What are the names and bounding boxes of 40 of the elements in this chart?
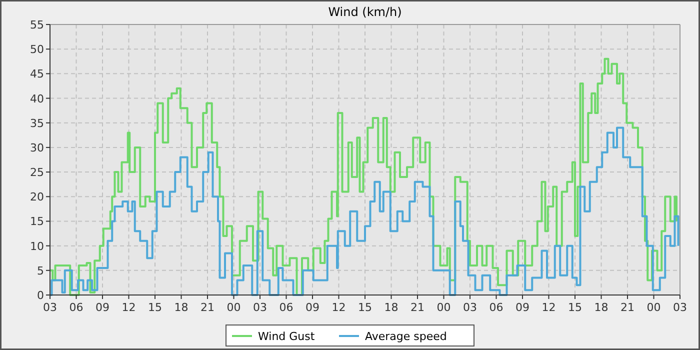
y-tick-label: 50 <box>30 43 44 56</box>
x-tick-label: 06 <box>279 301 294 314</box>
legend-label: Wind Gust <box>258 330 316 343</box>
x-tick-label: 03 <box>253 301 267 314</box>
x-tick-label: 09 <box>516 301 530 314</box>
x-tick-label: 00 <box>646 301 661 314</box>
y-tick-label: 15 <box>30 215 44 228</box>
x-tick-label: 18 <box>384 301 398 314</box>
x-tick-label: 06 <box>69 301 84 314</box>
y-tick-label: 35 <box>30 116 44 130</box>
x-tick-label: 03 <box>43 301 57 314</box>
y-tick-label: 45 <box>30 68 44 81</box>
x-tick-label: 18 <box>174 301 188 314</box>
y-tick-label: 55 <box>30 18 44 32</box>
x-tick-label: 21 <box>410 301 424 314</box>
y-tick-label: 25 <box>30 166 44 180</box>
y-tick-label: 0 <box>37 289 44 302</box>
x-tick-label: 09 <box>96 301 110 314</box>
x-tick-label: 03 <box>463 301 477 314</box>
y-tick-label: 30 <box>30 141 44 154</box>
y-tick-label: 10 <box>30 240 44 253</box>
x-tick-label: 03 <box>673 301 687 314</box>
x-tick-label: 12 <box>122 301 136 314</box>
chart-title: Wind (km/h) <box>328 5 402 19</box>
x-tick-label: 15 <box>358 301 372 314</box>
x-tick-label: 21 <box>620 301 634 314</box>
y-tick-label: 5 <box>37 264 44 278</box>
x-tick-label: 21 <box>200 301 214 314</box>
x-tick-label: 18 <box>594 301 608 314</box>
y-tick-label: 40 <box>30 92 44 106</box>
y-tick-label: 20 <box>30 190 44 204</box>
legend-label: Average speed <box>365 330 447 343</box>
x-tick-label: 15 <box>568 301 582 314</box>
x-tick-label: 15 <box>148 301 162 314</box>
x-tick-label: 09 <box>306 301 320 314</box>
x-tick-label: 00 <box>436 301 451 314</box>
x-tick-label: 06 <box>489 301 504 314</box>
x-tick-label: 12 <box>332 301 346 314</box>
x-tick-label: 00 <box>226 301 241 314</box>
x-tick-label: 12 <box>542 301 556 314</box>
